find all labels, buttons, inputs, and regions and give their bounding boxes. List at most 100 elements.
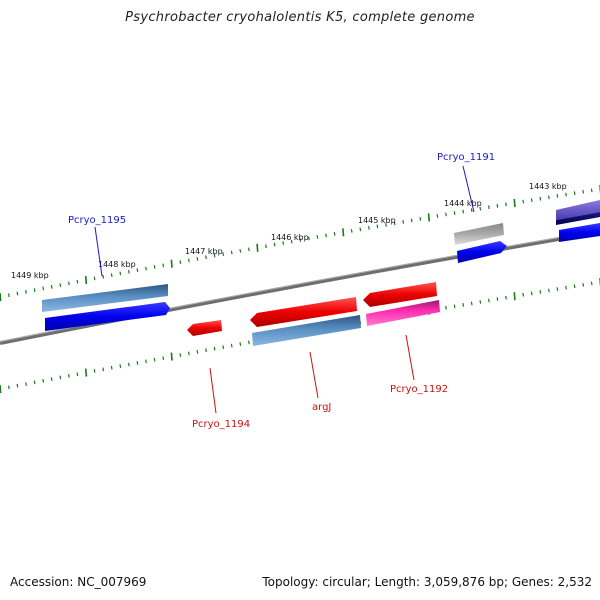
- scale-tick-outer-minor: [213, 253, 216, 258]
- scale-tick-outer-minor: [153, 265, 156, 269]
- scale-tick-inner-minor: [119, 364, 122, 369]
- scale-tick-outer-minor: [419, 216, 422, 221]
- scale-tick-inner-minor: [573, 284, 576, 289]
- scale-label-1443: 1443 kbp: [529, 182, 567, 191]
- accession-text: Accession: NC_007969: [10, 575, 147, 589]
- scale-tick-inner-minor: [25, 382, 27, 386]
- scale-tick-outer-minor: [308, 236, 310, 241]
- scale-tick-inner-minor: [239, 342, 242, 346]
- scale-tick-outer-minor: [162, 263, 165, 268]
- gene-label-pcryo-1194[interactable]: Pcryo_1194: [192, 419, 250, 430]
- gene-feature-argj-red[interactable]: [250, 297, 357, 327]
- scale-tick-outer-minor: [68, 281, 70, 286]
- gene-feature-gray-1191[interactable]: [454, 223, 504, 245]
- scale-tick-outer-minor: [410, 218, 413, 223]
- scale-tick-outer-minor: [128, 269, 130, 274]
- gene-feature-pcryo-1194[interactable]: [187, 320, 222, 336]
- gene-feature-blue-edge[interactable]: [559, 223, 600, 242]
- genome-backbone: [0, 230, 600, 345]
- scale-tick-outer-minor: [145, 266, 147, 271]
- scale-tick-outer-minor: [582, 189, 585, 194]
- gene-feature-pcryo-1192-red[interactable]: [363, 282, 437, 307]
- scale-label-1444: 1444 kbp: [444, 199, 482, 208]
- scale-label-1446: 1446 kbp: [271, 233, 309, 242]
- scale-tick-inner-minor: [539, 289, 542, 294]
- scale-tick-outer-minor: [16, 291, 19, 296]
- scale-tick-inner-minor: [590, 281, 593, 286]
- gene-feature-pcryo-1192[interactable]: [366, 300, 440, 326]
- scale-tick-outer-major: [0, 292, 2, 302]
- scale-tick-outer-minor: [230, 250, 233, 255]
- scale-tick-inner-minor: [188, 351, 190, 356]
- scale-tick-outer-minor: [470, 208, 473, 213]
- scale-tick-inner-minor: [42, 378, 45, 383]
- scale-tick-outer-minor: [436, 214, 439, 218]
- gene-label-pcryo-1195[interactable]: Pcryo_1195: [68, 215, 126, 226]
- scale-tick-outer-minor: [316, 235, 319, 239]
- scale-label-1448: 1448 kbp: [98, 260, 136, 269]
- scale-tick-inner-minor: [213, 346, 216, 351]
- scale-label-1447: 1447 kbp: [185, 247, 223, 256]
- scale-tick-outer-major: [170, 259, 173, 268]
- scale-tick-outer-minor: [42, 286, 45, 291]
- scale-tick-outer-minor: [462, 209, 465, 214]
- scale-tick-outer-minor: [205, 255, 207, 260]
- scale-tick-outer-minor: [179, 260, 182, 264]
- scale-tick-inner-minor: [196, 349, 199, 354]
- scale-tick-outer-minor: [350, 228, 353, 233]
- scale-tick-inner-minor: [505, 295, 507, 300]
- scale-tick-outer-minor: [102, 274, 105, 279]
- scale-tick-inner-minor: [179, 353, 182, 357]
- gene-label-argj[interactable]: argJ: [312, 402, 331, 413]
- scale-tick-outer-minor: [299, 238, 302, 242]
- scale-tick-outer-minor: [239, 249, 242, 253]
- scale-tick-outer-minor: [539, 196, 542, 201]
- gene-feature-purple-edge[interactable]: [556, 200, 600, 220]
- scale-tick-inner-minor: [145, 359, 147, 364]
- leader-line-pcryo-1192: [405, 334, 415, 381]
- scale-tick-outer-minor: [453, 211, 456, 215]
- gene-feature-steelblue-1195[interactable]: [42, 284, 168, 312]
- scale-tick-outer-minor: [282, 241, 285, 245]
- gene-feature-navy-edge[interactable]: [556, 212, 600, 225]
- scale-tick-outer-minor: [110, 273, 113, 278]
- scale-tick-inner-minor: [102, 367, 105, 372]
- leader-line-argj: [309, 351, 319, 399]
- scale-tick-outer-minor: [333, 231, 336, 236]
- gene-label-pcryo-1192[interactable]: Pcryo_1192: [390, 384, 448, 395]
- scale-tick-inner-minor: [230, 343, 233, 348]
- scale-tick-outer-minor: [590, 188, 593, 193]
- scale-tick-outer-minor: [25, 289, 27, 294]
- scale-tick-outer-minor: [119, 271, 122, 276]
- scale-tick-inner-minor: [488, 298, 490, 303]
- scale-tick-outer-minor: [530, 198, 533, 203]
- leader-line-pcryo-1194: [209, 367, 217, 414]
- scale-tick-outer-minor: [359, 227, 362, 232]
- scale-tick-outer-minor: [556, 194, 559, 198]
- gene-feature-argj[interactable]: [252, 315, 361, 346]
- genome-summary-text: Topology: circular; Length: 3,059,876 bp…: [262, 575, 592, 589]
- scale-tick-inner-minor: [522, 292, 525, 297]
- scale-tick-outer-minor: [385, 222, 387, 227]
- scale-tick-inner-minor: [445, 305, 447, 310]
- scale-tick-inner-minor: [556, 287, 559, 291]
- scale-tick-outer-major: [256, 243, 259, 252]
- scale-tick-inner-minor: [453, 304, 456, 309]
- scale-tick-inner-minor: [462, 302, 465, 307]
- scale-tick-outer-minor: [325, 233, 327, 238]
- scale-tick-outer-minor: [188, 258, 190, 263]
- gene-feature-pcryo-1191[interactable]: [457, 241, 507, 263]
- scale-tick-inner-minor: [548, 288, 550, 293]
- scale-tick-outer-major: [84, 276, 88, 285]
- scale-tick-inner-minor: [248, 340, 250, 345]
- scale-tick-outer-minor: [445, 212, 447, 217]
- gene-label-pcryo-1191[interactable]: Pcryo_1191: [437, 152, 495, 163]
- scale-tick-inner-minor: [136, 361, 139, 365]
- scale-tick-inner-minor: [76, 372, 79, 377]
- gene-feature-pcryo-1195[interactable]: [45, 302, 170, 331]
- scale-tick-outer-minor: [222, 252, 225, 256]
- scale-tick-inner-minor: [470, 301, 473, 306]
- scale-ticks-outer: [0, 185, 600, 302]
